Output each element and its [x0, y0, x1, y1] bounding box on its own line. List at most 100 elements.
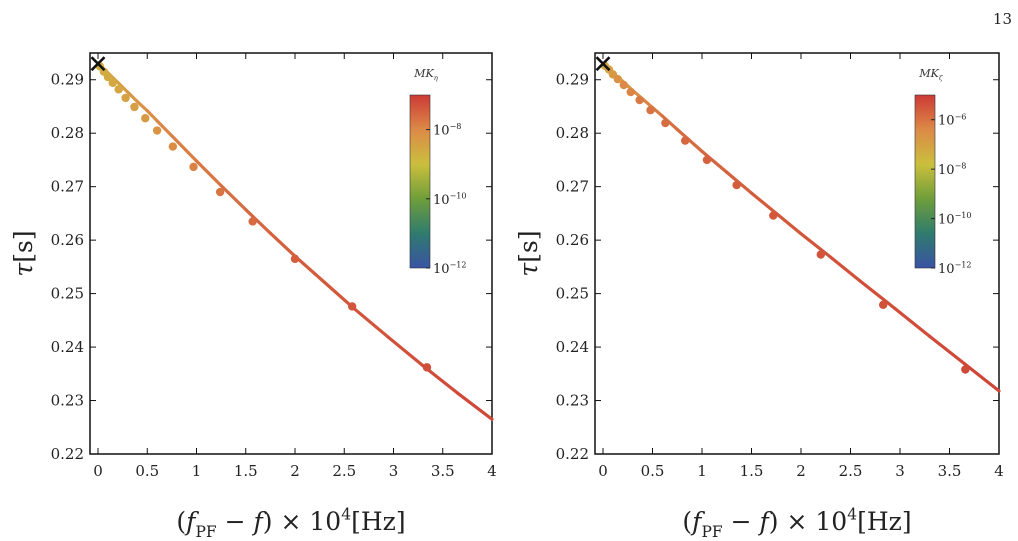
data-point-right: [769, 211, 778, 220]
chart-panel-left: 0 0.5 1 1.5 2 2.5 3 3.5 4 0.22 0.23 0.24 0.25 0.26 0.2…: [9, 52, 497, 541]
x-tick-label-left: 2: [290, 462, 300, 480]
data-point-right: [661, 118, 670, 128]
curve-segment-left: [135, 100, 149, 113]
x-tick-label-left: 1.5: [234, 462, 258, 480]
x-tick-label-right: 2: [796, 462, 806, 480]
colorbar-tick-label-left: 10−10: [433, 191, 467, 207]
cross-marker-left: [90, 56, 106, 72]
colorbar-left: [409, 94, 431, 269]
curve-segment-left: [125, 90, 139, 104]
y-tick-label-left: 0.23: [51, 392, 84, 410]
data-point-right: [646, 106, 655, 115]
data-point-right: [635, 95, 644, 105]
curve-segment-right: [893, 306, 932, 338]
colorbar-title-right: MKζ: [918, 67, 943, 82]
x-tick-label-left: 3: [389, 462, 399, 480]
x-tick-label-left: 0: [93, 462, 103, 480]
y-tick-label-right: 0.22: [556, 445, 589, 463]
curve-segment-left: [244, 208, 272, 235]
curve-segment-right: [858, 279, 897, 311]
data-point-left: [130, 102, 139, 112]
curve-segment-right: [774, 211, 803, 236]
x-axis-title-right: (fPF − f) × 104[Hz]: [682, 506, 911, 541]
curve-segment-left: [116, 80, 130, 94]
curve-segment-right: [749, 191, 778, 215]
curve-segment-left: [194, 159, 223, 188]
data-point-right: [619, 80, 628, 90]
curve-segment-left: [268, 231, 297, 258]
curve-segment-right: [962, 362, 1001, 393]
plot-frame-left: [89, 52, 493, 455]
y-tick-label-left: 0.28: [51, 124, 84, 142]
data-point-left: [215, 187, 225, 197]
y-tick-label-left: 0.22: [51, 445, 84, 463]
x-tick-label-right: 1: [697, 462, 707, 480]
x-tick-label-right: 0.5: [641, 462, 665, 480]
y-tick-label-right: 0.27: [556, 178, 589, 196]
x-axis-title-left: (fPF − f) × 104[Hz]: [176, 506, 405, 541]
curve-segment-left: [155, 119, 174, 138]
data-point-right: [626, 87, 635, 97]
x-tick-label-right: 1.5: [740, 462, 764, 480]
curve-segment-left: [293, 254, 327, 284]
y-tick-label-right: 0.25: [556, 285, 589, 303]
curve-segment-left: [219, 183, 248, 212]
x-tick-label-left: 2.5: [332, 462, 356, 480]
data-point-left: [422, 363, 432, 372]
colorbar-title-left: MKη: [413, 67, 438, 82]
curve-segment-left: [386, 335, 425, 368]
y-tick-label-right: 0.24: [556, 338, 589, 356]
y-axis-title-right: τ[s]: [514, 230, 543, 276]
y-tick-label-left: 0.24: [51, 338, 84, 356]
x-tick-label-right: 0: [598, 462, 608, 480]
x-tick-label-right: 4: [994, 462, 1004, 480]
y-tick-label-right: 0.28: [556, 124, 589, 142]
data-point-right: [613, 74, 623, 84]
data-point-left: [114, 85, 123, 94]
colorbar-tick-label-left: 10−12: [433, 261, 467, 277]
data-point-left: [290, 254, 300, 264]
plot-frame-right: [594, 52, 1000, 455]
data-point-left: [141, 114, 150, 123]
data-point-left: [103, 72, 113, 82]
y-tick-label-right: 0.29: [556, 71, 589, 89]
data-point-left: [248, 217, 257, 226]
curve-segment-right: [799, 232, 833, 259]
data-point-right: [680, 136, 690, 145]
curve-segment-right: [660, 114, 679, 132]
x-tick-label-left: 0.5: [135, 462, 159, 480]
colorbar-tick-label-left: 10−8: [433, 122, 461, 138]
y-tick-label-left: 0.29: [51, 71, 84, 89]
data-point-left: [108, 78, 117, 88]
data-point-right: [702, 155, 712, 165]
curve-segment-left: [170, 134, 199, 163]
data-point-left: [189, 162, 198, 172]
data-point-right: [732, 180, 741, 190]
y-tick-label-left: 0.27: [51, 178, 84, 196]
chart-panel-right: 0 0.5 1 1.5 2 2.5 3 3.5 4 0.22 0.23 0.24 0.25 0.26 0.2…: [514, 52, 1004, 541]
colorbar-tick-label-right: 10−12: [938, 261, 972, 277]
curve-segment-right: [700, 149, 729, 174]
data-point-left: [347, 302, 357, 311]
data-point-right: [961, 365, 970, 374]
page-number: 13: [992, 10, 1012, 28]
curve-segment-right: [675, 127, 704, 153]
curve-segment-left: [352, 306, 391, 340]
x-tick-label-left: 1: [192, 462, 202, 480]
colorbar-tick-label-right: 10−6: [938, 112, 966, 128]
y-tick-label-right: 0.23: [556, 392, 589, 410]
x-tick-label-right: 3: [895, 462, 905, 480]
curve-segment-right: [829, 255, 863, 283]
y-tick-label-left: 0.26: [51, 231, 84, 249]
curve-segment-left: [145, 109, 159, 123]
x-tick-label-right: 2.5: [839, 462, 863, 480]
x-tick-label-right: 3.5: [938, 462, 962, 480]
colorbar-tick-label-right: 10−10: [938, 211, 972, 227]
curve-segment-left: [455, 391, 494, 421]
y-axis-title-left: τ[s]: [9, 230, 38, 276]
x-tick-label-left: 3.5: [431, 462, 455, 480]
x-tick-label-left: 4: [487, 462, 497, 480]
data-point-right: [816, 250, 825, 259]
cross-marker-right: [595, 56, 611, 72]
